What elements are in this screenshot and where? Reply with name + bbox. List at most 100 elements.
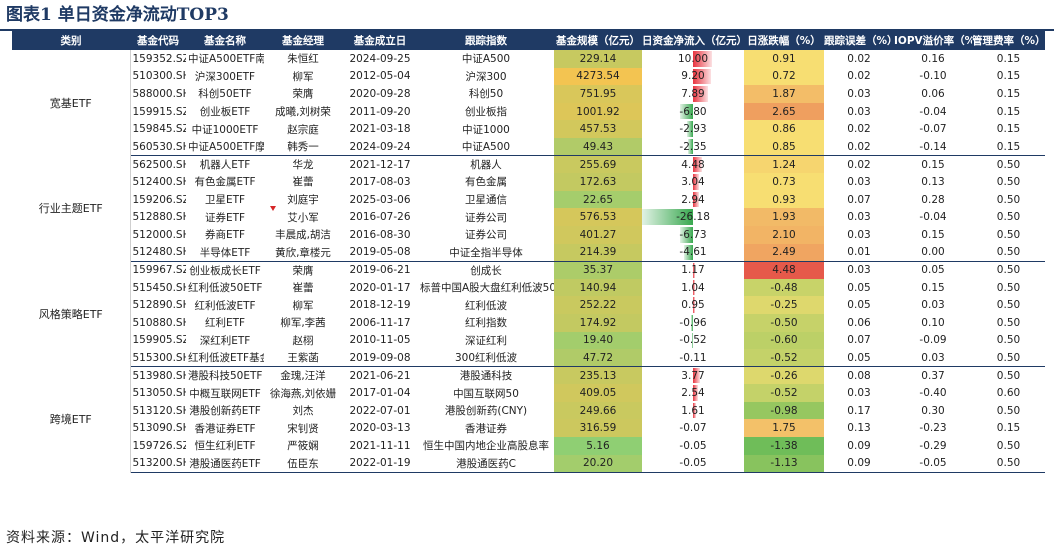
tracking-error-cell: 0.03 — [847, 387, 871, 400]
fund-code-cell: 515300.SH — [130, 349, 186, 368]
fund-manager-cell: 金瑰,汪洋 — [280, 370, 326, 383]
inception-date-cell: 2022-07-01 — [349, 404, 411, 417]
fund-scale-cell: 4273.54 — [554, 67, 642, 86]
fund-scale-cell: 140.94 — [554, 278, 642, 297]
daily-change-cell: -0.98 — [744, 401, 824, 420]
iopv-premium-cell: 0.00 — [894, 243, 972, 262]
daily-change-cell: 2.49 — [744, 243, 824, 262]
header-inception: 基金成立日 — [342, 31, 418, 50]
fund-name-cell: 卫星ETF — [204, 194, 246, 207]
daily-change-cell: 1.75 — [744, 419, 824, 438]
table-row: 588000.SH 科创50ETF 荣膺 2020-09-28 科创50 751.95 7.… — [12, 85, 1045, 103]
inception-date-cell: 2016-08-30 — [349, 228, 411, 241]
fund-name-cell: 恒生红利ETF — [194, 440, 256, 453]
inception-date-cell: 2025-03-06 — [349, 193, 411, 206]
fund-name-cell: 券商ETF — [204, 229, 246, 242]
net-inflow-value: 3.77 — [681, 369, 705, 382]
fund-code-cell: 159726.SZ — [132, 439, 187, 452]
inception-date-cell: 2006-11-17 — [349, 316, 411, 329]
inception-date-cell: 2024-09-24 — [342, 137, 418, 157]
header-category: 类别 — [12, 31, 130, 50]
mgmt-fee-cell: 0.50 — [996, 193, 1021, 206]
chart-title: 图表1 单日资金净流动TOP3 — [6, 5, 229, 25]
net-inflow-cell: 2.94 — [642, 191, 744, 209]
fund-name-cell: 科创50ETF — [198, 88, 252, 101]
header-net-inflow: 日资金净流入（亿元） — [642, 31, 744, 50]
mgmt-fee-cell: 0.50 — [996, 299, 1021, 312]
iopv-premium-cell: 0.15 — [921, 228, 945, 241]
tracking-error-cell: 0.07 — [847, 334, 871, 347]
fund-code-cell: 159915.SZ — [132, 105, 187, 118]
fund-manager-cell: 刘杰 — [292, 405, 314, 418]
tracking-index-cell: 红利指数 — [465, 317, 507, 330]
table-row: 512000.SH 券商ETF 丰晨成,胡洁 2016-08-30 证券公司 401.27… — [12, 225, 1045, 244]
inception-date-cell: 2019-09-08 — [342, 349, 418, 368]
tracking-index-cell: 科创50 — [468, 88, 504, 101]
mgmt-fee-cell: 0.50 — [996, 175, 1021, 188]
inception-date-cell: 2020-09-28 — [349, 87, 411, 100]
net-inflow-cell: -4.61 — [642, 243, 744, 262]
net-inflow-value: -4.61 — [679, 246, 707, 259]
tracking-error-cell: 0.05 — [847, 299, 871, 312]
fund-manager-cell: 荣膺 — [292, 88, 314, 101]
fund-code-cell: 588000.SH — [132, 87, 187, 100]
outflow-bar — [684, 244, 693, 260]
iopv-premium-cell: -0.23 — [919, 422, 947, 435]
mgmt-fee-cell: 0.50 — [996, 281, 1021, 294]
table-row: 512890.SH 红利低波ETF 柳军 2018-12-19 红利低波 252.22 0.… — [12, 296, 1045, 314]
category-cell: 风格策略ETF — [12, 261, 131, 367]
daily-change-cell: 1.24 — [744, 155, 824, 174]
fund-manager-cell: 黄欣,章楼元 — [264, 243, 342, 262]
inflow-bar — [693, 86, 709, 102]
inflow-bar — [693, 191, 699, 208]
mgmt-fee-cell: 0.50 — [996, 228, 1021, 241]
fund-scale-cell: 35.37 — [554, 261, 642, 279]
iopv-premium-cell: 0.15 — [921, 158, 945, 171]
fund-code-cell: 159352.SZ — [132, 52, 187, 65]
iopv-premium-cell: -0.10 — [919, 70, 947, 83]
mgmt-fee-cell: 0.15 — [996, 70, 1021, 83]
net-inflow-cell: 9.20 — [642, 68, 744, 86]
iopv-premium-cell: -0.40 — [919, 387, 947, 400]
net-inflow-value: -6.80 — [679, 105, 707, 118]
tracking-index-cell: 红利低波 — [465, 299, 507, 312]
inflow-bar — [693, 262, 696, 278]
fund-scale-cell: 172.63 — [554, 173, 642, 191]
table-row: 513050.SH 中概互联网ETF 徐海燕,刘依姗 2017-01-04 中国互联网5… — [12, 384, 1045, 402]
fund-name-cell: 深红利ETF — [199, 334, 251, 347]
daily-change-cell: 2.10 — [744, 225, 824, 244]
net-inflow-cell: -2.35 — [642, 137, 744, 157]
table-row: 510880.SH 红利ETF 柳军,李茜 2006-11-17 红利指数 174.92 -… — [12, 313, 1045, 332]
fund-name-cell: 机器人ETF — [199, 159, 251, 172]
fund-scale-cell: 409.05 — [554, 384, 642, 402]
net-inflow-cell: 2.54 — [642, 384, 744, 402]
net-inflow-cell: -0.05 — [642, 454, 744, 473]
fund-code-cell: 513120.SH — [132, 404, 187, 417]
iopv-premium-cell: 0.03 — [894, 349, 972, 368]
net-inflow-value: -0.52 — [679, 334, 707, 347]
mgmt-fee-cell: 0.50 — [996, 264, 1021, 277]
net-inflow-value: 9.20 — [681, 70, 705, 83]
outflow-bar — [687, 121, 693, 137]
inception-date-cell: 2021-03-18 — [349, 123, 411, 136]
inflow-bar — [693, 68, 711, 85]
daily-change-cell: 0.93 — [744, 190, 824, 209]
fund-code-cell: 510880.SH — [132, 316, 187, 329]
fund-manager-cell: 崔蕾 — [292, 176, 314, 189]
fund-manager-cell: 王紫菡 — [264, 349, 342, 368]
net-inflow-value: -0.05 — [679, 439, 707, 452]
daily-change-cell: 0.85 — [744, 137, 824, 157]
fund-scale-cell: 1001.92 — [554, 102, 642, 121]
title-rule — [0, 29, 1054, 31]
tracking-error-cell: 0.02 — [824, 137, 894, 157]
net-inflow-cell: -6.80 — [642, 103, 744, 121]
net-inflow-value: -2.35 — [679, 140, 707, 153]
daily-change-cell: -1.38 — [744, 437, 824, 455]
fund-scale-cell: 20.20 — [554, 454, 642, 473]
daily-change-cell: -0.60 — [744, 331, 824, 350]
inception-date-cell: 2012-05-04 — [349, 70, 411, 83]
net-inflow-cell: -26.18 — [642, 208, 744, 226]
tracking-index-cell: 300红利低波 — [418, 349, 554, 368]
fund-code-cell: 515450.SH — [132, 281, 187, 294]
outflow-bar — [691, 314, 693, 331]
